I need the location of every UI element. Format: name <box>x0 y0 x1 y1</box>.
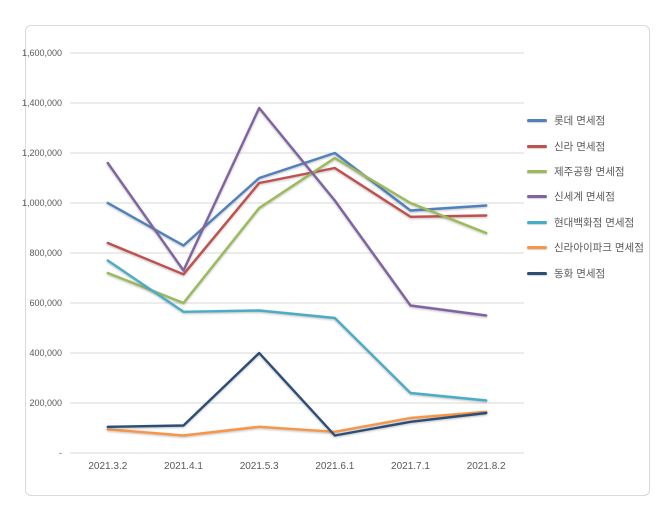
x-axis-tick-label: 2021.4.1 <box>164 461 203 472</box>
y-axis-tick-label: 1,600,000 <box>21 47 62 58</box>
legend-item: 신라 면세점 <box>527 133 644 158</box>
legend-label: 신라 면세점 <box>554 140 606 153</box>
y-axis-tick-label: 600,000 <box>29 297 62 308</box>
series-line <box>106 351 488 437</box>
legend-swatch-icon <box>527 169 547 173</box>
series-line <box>106 156 488 305</box>
legend-item: 현대백화점 면세점 <box>527 210 644 235</box>
series-line <box>106 106 488 317</box>
series-line <box>106 410 488 437</box>
legend-swatch-icon <box>527 119 547 123</box>
y-axis-tick-label: 400,000 <box>29 347 62 358</box>
x-axis-tick-label: 2021.6.1 <box>315 461 355 472</box>
legend-label: 신세계 면세점 <box>554 191 615 204</box>
series-line <box>106 259 488 402</box>
x-axis-tick-label: 2021.8.2 <box>466 461 506 472</box>
legend-label: 현대백화점 면세점 <box>554 216 635 229</box>
legend-item: 신라아이파크 면세점 <box>527 235 644 260</box>
legend-swatch-icon <box>527 195 547 199</box>
legend-item: 롯데 면세점 <box>527 108 644 133</box>
series-line <box>106 166 488 276</box>
y-axis-tick-label: - <box>59 447 62 458</box>
legend-swatch-icon <box>527 271 547 275</box>
legend-swatch-icon <box>527 220 547 224</box>
legend-label: 제주공항 면세점 <box>554 165 625 178</box>
x-axis-tick-label: 2021.7.1 <box>391 461 430 472</box>
y-axis-tick-label: 200,000 <box>29 397 62 408</box>
y-axis-tick-label: 1,000,000 <box>21 197 62 208</box>
legend-item: 제주공항 면세점 <box>527 159 644 184</box>
y-axis-tick-label: 1,200,000 <box>21 147 62 158</box>
y-axis-tick-label: 800,000 <box>29 247 62 258</box>
legend-label: 동화 면세점 <box>554 267 606 280</box>
y-axis-tick-label: 1,400,000 <box>21 97 62 108</box>
legend-swatch-icon <box>527 246 547 250</box>
legend-label: 신라아이파크 면세점 <box>554 242 644 255</box>
x-axis-tick-label: 2021.5.3 <box>239 461 279 472</box>
legend-item: 동화 면세점 <box>527 260 644 285</box>
legend-item: 신세계 면세점 <box>527 184 644 209</box>
legend-swatch-icon <box>527 144 547 148</box>
x-axis-tick-label: 2021.3.2 <box>88 461 128 472</box>
legend-label: 롯데 면세점 <box>554 115 606 128</box>
series-line <box>106 151 488 247</box>
